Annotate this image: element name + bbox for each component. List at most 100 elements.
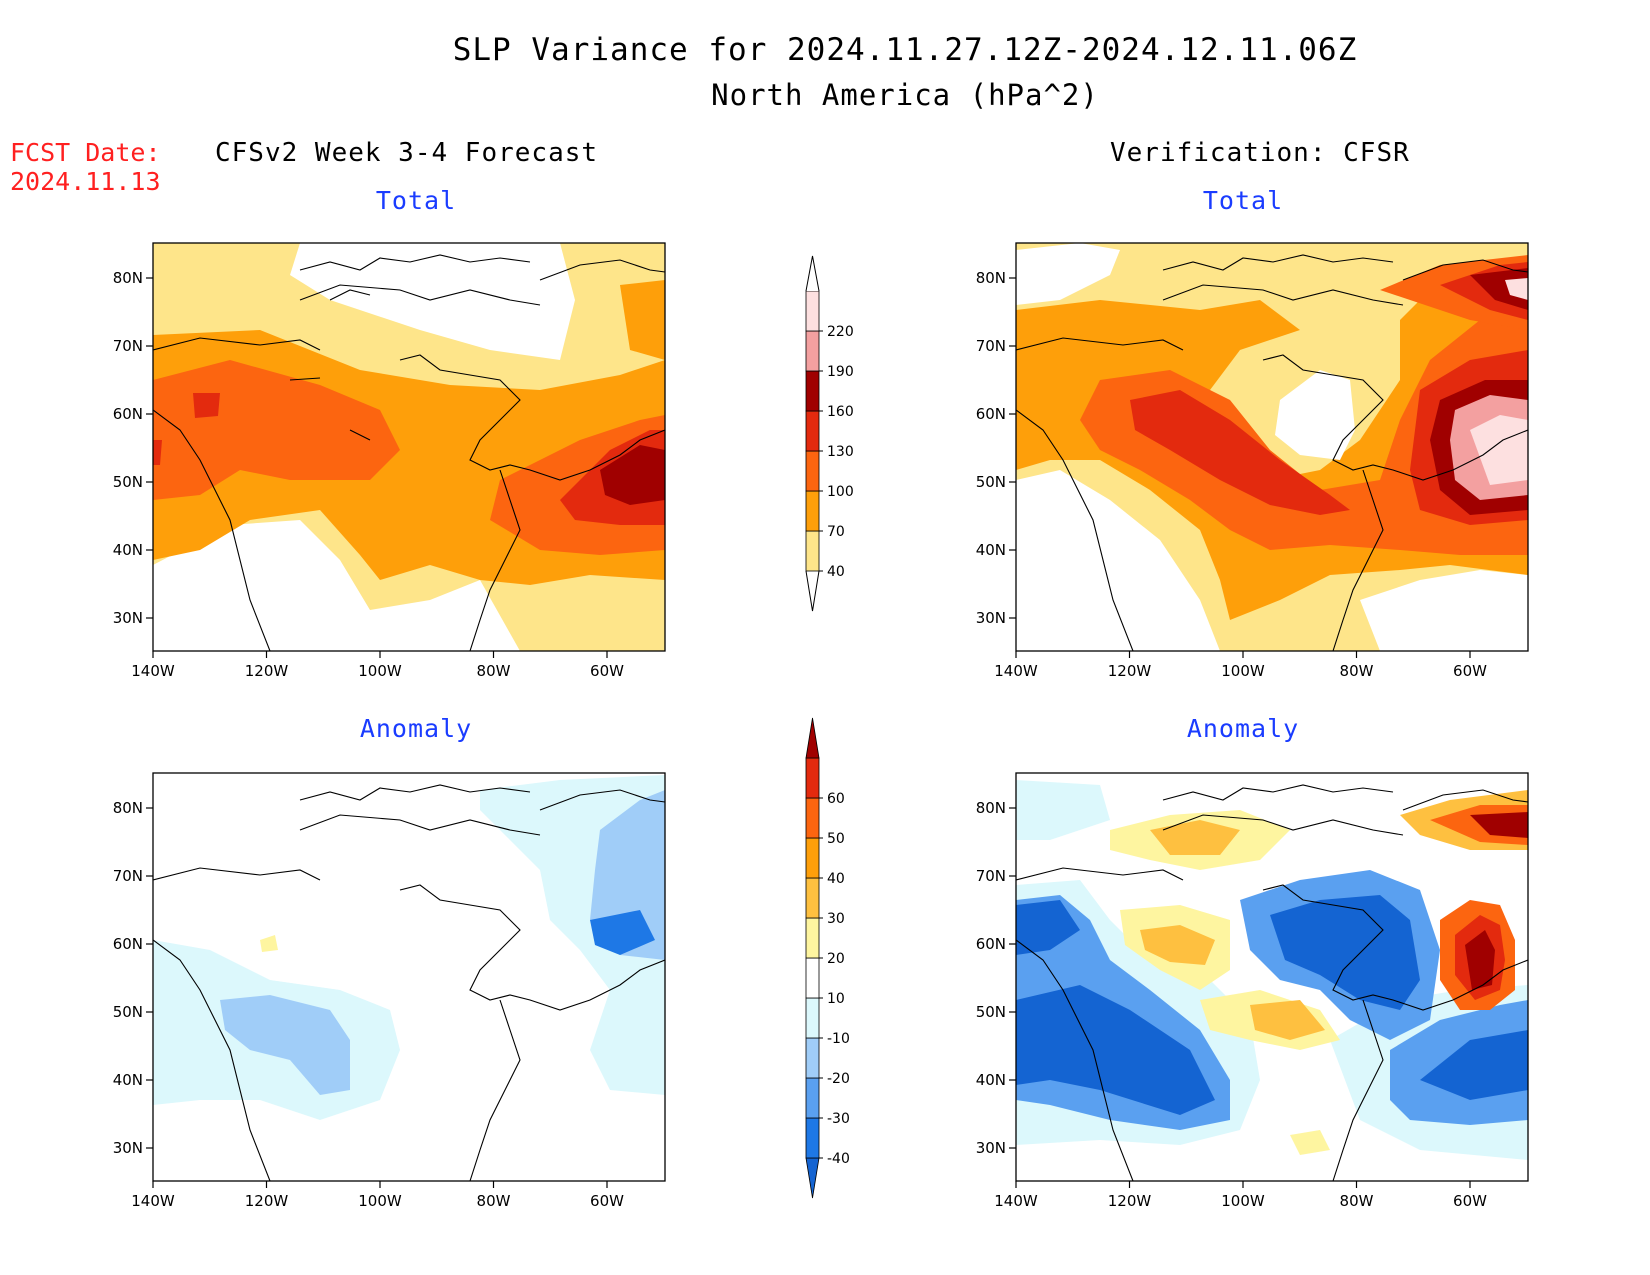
coastlines-forecast-anomaly: [153, 784, 665, 1181]
lat-tick-label: 40N: [113, 1071, 143, 1089]
coastlines-forecast-total: [153, 254, 665, 651]
lon-tick-label: 140W: [131, 662, 175, 680]
fcst-date: 2024.11.13: [10, 167, 161, 196]
lon-tick-label: 120W: [1108, 1192, 1152, 1210]
colorbar-anomaly-label: -30: [827, 1111, 850, 1127]
axis-layer: 140W 120W 100W 80W 60W 80N 70N 60N 50N 40N 30N 140W…: [113, 269, 1487, 1210]
lon-tick-label: 100W: [1221, 662, 1265, 680]
lat-tick-label: 30N: [976, 1139, 1006, 1157]
anomaly-neg40-atlantic: [1420, 1030, 1528, 1100]
lon-tick-label: 100W: [358, 1192, 402, 1210]
colorbar-total-segment: [805, 530, 820, 572]
lon-tick-label: 140W: [131, 1192, 175, 1210]
colorbar-anomaly-upper-cap: [805, 717, 820, 759]
verification-anomaly-map: [1016, 773, 1528, 1181]
lon-tick-label: 140W: [994, 1192, 1038, 1210]
lon-tick-label: 60W: [590, 1192, 624, 1210]
frame-forecast-anomaly: [152, 772, 666, 1182]
variance-160-190: [600, 445, 665, 505]
low-variance-arctic: [290, 243, 575, 360]
anomaly-pos60-labrador: [1465, 930, 1495, 990]
anomaly-neg40-hudson: [1270, 895, 1420, 1010]
colorbar-anomaly-segment: [805, 1117, 820, 1159]
colorbar-total-label: 70: [827, 524, 845, 540]
colorbar-total-label: 130: [827, 444, 854, 460]
colorbar-total-segment: [805, 330, 820, 372]
colorbar-total-label: 100: [827, 484, 854, 500]
lon-tick-label: 80W: [1340, 662, 1374, 680]
panel-title-forecast-anomaly: Anomaly: [359, 714, 473, 743]
colorbar-anomaly-segment: [805, 917, 820, 959]
colorbar-anomaly-label: 30: [827, 911, 845, 927]
lon-tick-label: 80W: [1340, 1192, 1374, 1210]
colorbar-anomaly-label: -20: [827, 1071, 850, 1087]
forecast-date-label: FCST Date: 2024.11.13: [10, 138, 161, 196]
colorbar-total-label: 220: [827, 324, 854, 340]
main-title: SLP Variance for 2024.11.27.12Z-2024.12.…: [452, 32, 1358, 68]
low-variance-southwest: [153, 520, 520, 651]
low-variance-hudson: [1275, 370, 1355, 460]
forecast-total-map: [153, 243, 665, 651]
lon-tick-label: 80W: [477, 1192, 511, 1210]
lat-tick-label: 40N: [113, 541, 143, 559]
lat-tick-label: 70N: [976, 337, 1006, 355]
variance-220-plus: [1470, 415, 1528, 485]
variance-130-160: [1130, 390, 1350, 515]
frame-verification-anomaly: [1015, 772, 1529, 1182]
colorbar-anomaly-segment: [805, 837, 820, 879]
lat-tick-label: 60N: [976, 935, 1006, 953]
colorbar-anomaly-label: -40: [827, 1151, 850, 1167]
colorbar-anomaly-segment: [805, 797, 820, 839]
colorbar-total-segment: [805, 490, 820, 532]
lat-tick-label: 80N: [113, 799, 143, 817]
main-subtitle: North America (hPa^2): [711, 78, 1099, 112]
lat-tick-label: 50N: [976, 473, 1006, 491]
colorbar-total-label: 160: [827, 404, 854, 420]
anomaly-neg40-west: [1016, 985, 1215, 1115]
left-column-title: CFSv2 Week 3-4 Forecast: [215, 138, 599, 168]
colorbar-anomaly-segment: [805, 757, 820, 799]
coastlines-verification-total: [1016, 254, 1528, 651]
lat-tick-label: 30N: [113, 1139, 143, 1157]
lon-tick-label: 120W: [245, 662, 289, 680]
colorbar-total-segment: [805, 370, 820, 412]
lat-tick-label: 70N: [113, 867, 143, 885]
colorbar-anomaly-segment: [805, 1037, 820, 1079]
lat-tick-label: 80N: [113, 269, 143, 287]
colorbar-anomaly-segment: [805, 1077, 820, 1119]
colorbar-anomaly-label: -10: [827, 1031, 850, 1047]
colorbar-layer: 40 70 100 130 160 190 220 -40 -30 -20 -10 10 20 30 40 5…: [805, 255, 854, 1199]
frame-verification-total: [1015, 242, 1529, 652]
colorbar-total-segment: [805, 450, 820, 492]
colorbar-anomaly-segment: [805, 957, 820, 999]
colorbar-anomaly-lower-cap: [805, 1157, 820, 1199]
lat-tick-label: 60N: [113, 935, 143, 953]
lat-tick-label: 80N: [976, 269, 1006, 287]
lon-tick-label: 60W: [1453, 662, 1487, 680]
lat-tick-label: 40N: [976, 1071, 1006, 1089]
lat-tick-label: 60N: [976, 405, 1006, 423]
colorbar-total-label: 190: [827, 364, 854, 380]
lat-tick-label: 50N: [113, 1003, 143, 1021]
colorbar-anomaly-label: 40: [827, 871, 845, 887]
panel-title-forecast-total: Total: [375, 186, 457, 215]
colorbar-anomaly-label: 10: [827, 991, 845, 1007]
frame-forecast-total: [152, 242, 666, 652]
coastlines-verification-anomaly: [1016, 784, 1528, 1181]
lat-tick-label: 40N: [976, 541, 1006, 559]
lon-tick-label: 100W: [358, 662, 402, 680]
right-column-title: Verification: CFSR: [1110, 138, 1410, 168]
colorbar-total-label: 40: [827, 564, 845, 580]
lon-tick-label: 80W: [477, 662, 511, 680]
anomaly-neg30-east: [590, 910, 655, 955]
lat-tick-label: 50N: [976, 1003, 1006, 1021]
anomaly-neg20-west: [220, 995, 350, 1095]
lat-tick-label: 30N: [113, 609, 143, 627]
lat-tick-label: 70N: [113, 337, 143, 355]
colorbar-total-segment: [805, 290, 820, 332]
low-variance-west: [1016, 470, 1220, 651]
panel-title-verification-anomaly: Anomaly: [1186, 714, 1300, 743]
colorbar-anomaly-label: 20: [827, 951, 845, 967]
colorbar-anomaly-label: 60: [827, 791, 845, 807]
